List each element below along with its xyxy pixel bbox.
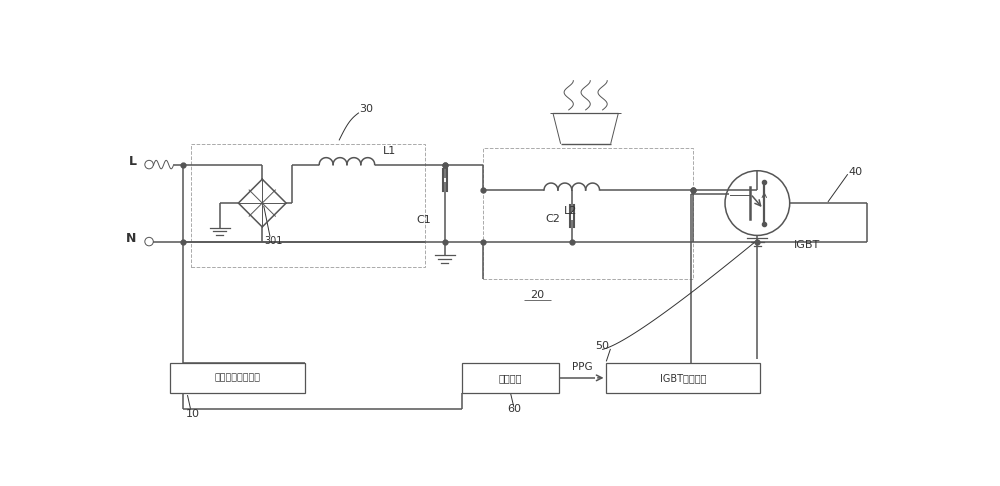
Text: PPG: PPG	[572, 362, 593, 372]
Text: L2: L2	[564, 206, 577, 216]
Text: L: L	[129, 155, 137, 168]
Text: 60: 60	[507, 404, 521, 415]
Text: IGBT: IGBT	[794, 241, 820, 250]
Text: IGBT驱动单元: IGBT驱动单元	[660, 373, 707, 383]
Text: 40: 40	[849, 167, 863, 177]
Text: C2: C2	[545, 214, 560, 224]
Text: 301: 301	[265, 236, 283, 246]
Text: L1: L1	[383, 146, 396, 156]
Text: N: N	[126, 232, 137, 245]
Text: 20: 20	[530, 291, 544, 300]
Text: 10: 10	[186, 409, 200, 419]
Text: 主控芯片: 主控芯片	[499, 373, 522, 383]
Bar	[462, 363, 559, 393]
Text: 50: 50	[596, 341, 610, 351]
Bar	[191, 144, 425, 267]
Text: 电压过零检测单元: 电压过零检测单元	[214, 373, 260, 382]
Text: 30: 30	[359, 104, 373, 114]
Bar	[170, 363, 305, 393]
Text: C1: C1	[416, 215, 431, 225]
Bar	[483, 148, 693, 278]
Bar	[606, 363, 760, 393]
